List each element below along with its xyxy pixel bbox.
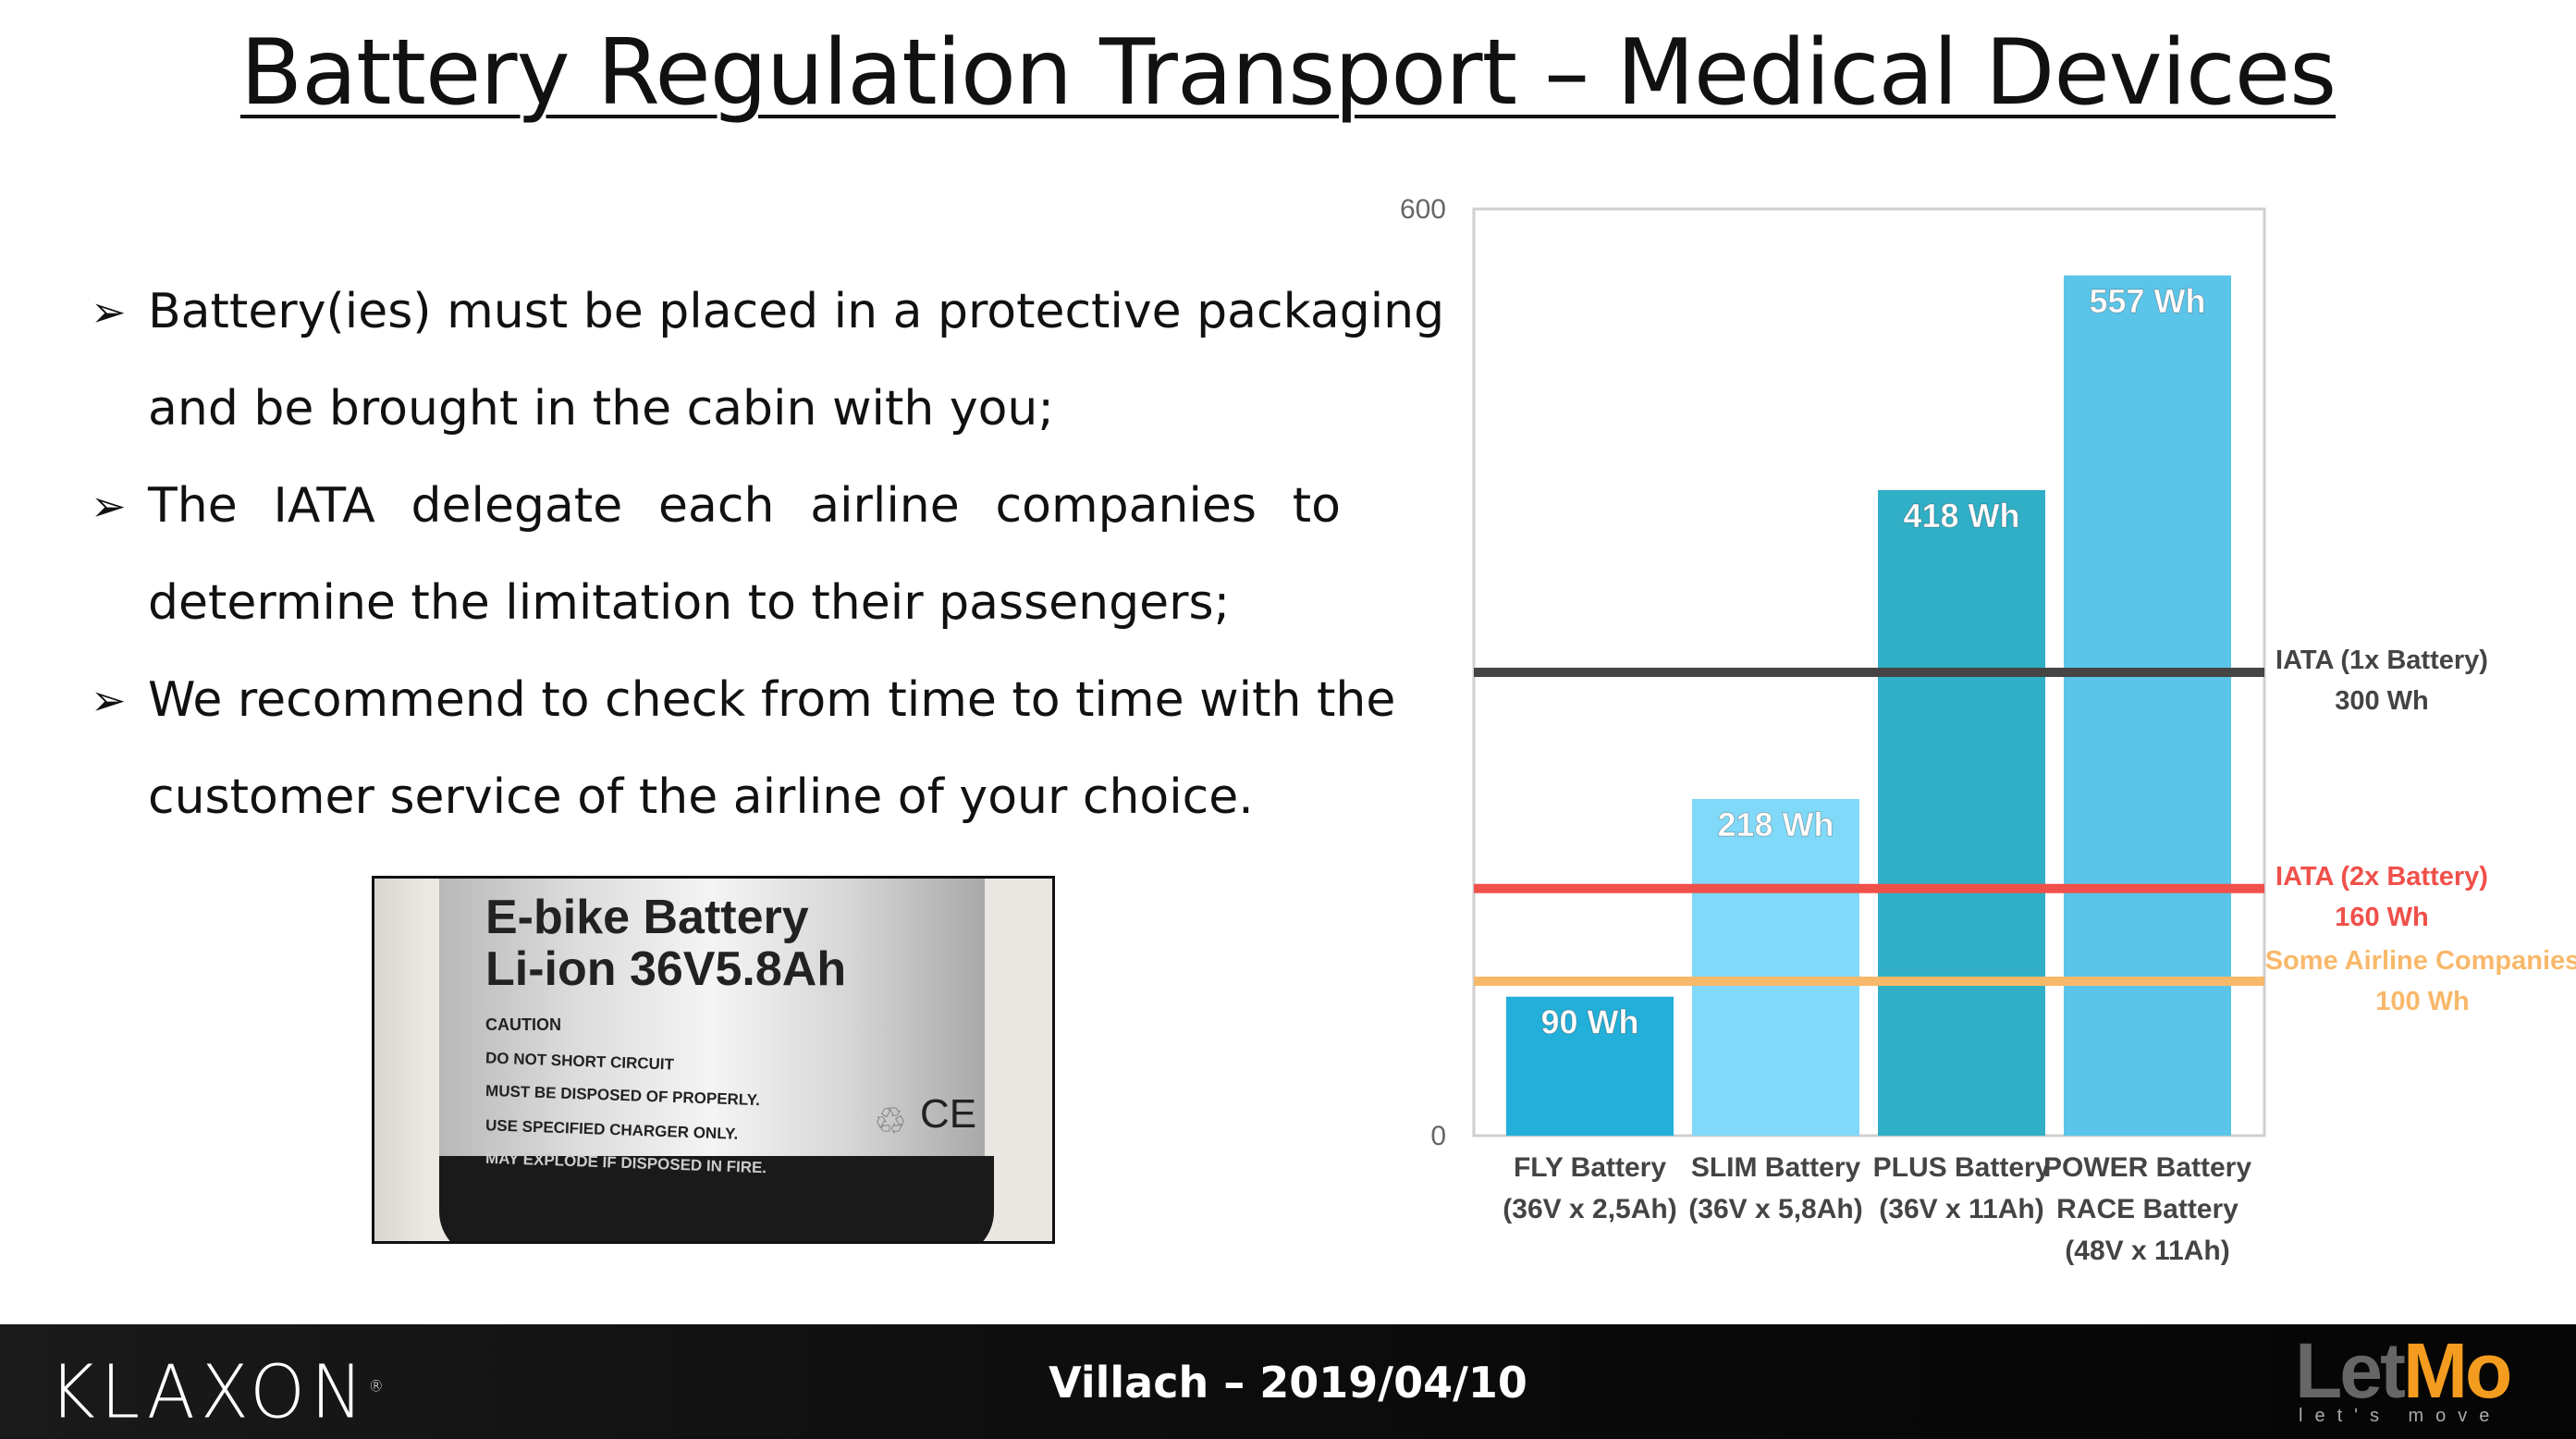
photo-caution: CAUTION [485,1015,561,1034]
bullet-2-line-1: ➢ The IATA delegate each airline companie… [91,458,1341,555]
x-tick-label: (36V x 5,8Ah) [1688,1194,1862,1224]
bullet-text: We recommend to check from time to time … [148,672,1396,728]
bullet-text: Battery(ies) must be placed in a protect… [148,284,1445,339]
bar-data-label: 218 Wh [1717,806,1834,843]
y-tick-label: 0 [1430,1121,1446,1151]
reference-line-label: IATA (1x Battery) [2275,646,2488,675]
reference-line-label: 160 Wh [2335,903,2429,932]
battery-label-photo: E-bike Battery Li-ion 36V5.8Ah CAUTION D… [372,876,1055,1244]
letmo-tagline: let's move [2299,1406,2502,1426]
arrow-bullet-icon: ➢ [91,675,127,725]
x-tick-label: FLY Battery [1514,1152,1666,1183]
reference-line-label: 300 Wh [2335,686,2429,716]
letmo-logo: LetMo [2295,1327,2512,1414]
bar-0 [1506,996,1674,1136]
bar-1 [1692,798,1859,1136]
bar-data-label: 418 Wh [1903,497,2019,535]
battery-cap [439,1156,994,1241]
photo-line-1: E-bike Battery [485,891,809,944]
recycle-icon: ♲ [874,1101,907,1142]
battery-body [439,879,985,1175]
x-tick-label: POWER Battery [2043,1152,2251,1183]
arrow-bullet-icon: ➢ [91,481,127,531]
slide-title: Battery Regulation Transport – Medical D… [239,20,2337,126]
bullet-list: ➢ Battery(ies) must be placed in a protec… [91,264,1444,846]
ce-mark: CE [920,1091,977,1137]
bullet-1-line-1: ➢ Battery(ies) must be placed in a protec… [91,264,1444,361]
bullet-3-line-2: customer service of the airline of your … [148,769,1254,825]
footer-date-location: Villach – 2019/04/10 [1049,1358,1527,1408]
reference-line-label: IATA (2x Battery) [2275,862,2488,892]
x-tick-label: (36V x 2,5Ah) [1503,1194,1676,1224]
photo-line-2: Li-ion 36V5.8Ah [485,942,847,996]
reference-line-label: 100 Wh [2375,987,2470,1016]
battery-wh-chart: 600 0 90 Wh FLY Battery (36V x 2,5Ah) 218 Wh S… [1400,194,2576,1266]
reference-line-label: Some Airline Companies [2265,946,2576,976]
arrow-bullet-icon: ➢ [91,287,127,337]
x-tick-label: PLUS Battery [1873,1152,2051,1183]
x-tick-label: SLIM Battery [1691,1152,1861,1183]
bar-3 [2064,275,2231,1136]
bullet-1-line-2: and be brought in the cabin with you; [148,381,1054,437]
bullet-text: The IATA delegate each airline companies… [148,478,1341,534]
x-tick-label: (48V x 11Ah) [2065,1236,2229,1266]
x-tick-label: RACE Battery [2056,1194,2239,1224]
klaxon-logo-text: KLAXON [49,1347,369,1435]
bar-data-label: 557 Wh [2089,282,2205,320]
klaxon-logo: KLAXON® [49,1347,384,1435]
x-tick-label: (36V x 11Ah) [1879,1194,2043,1224]
bar-2 [1878,489,2045,1136]
bar-data-label: 90 Wh [1540,1003,1638,1041]
y-tick-label: 600 [1400,194,1446,225]
bullet-3-line-1: ➢ We recommend to check from time to time… [91,652,1395,749]
bullet-2-line-2: determine the limitation to their passen… [148,575,1231,631]
footer-bar: KLAXON® Villach – 2019/04/10 LetMo let's… [0,1324,2576,1439]
